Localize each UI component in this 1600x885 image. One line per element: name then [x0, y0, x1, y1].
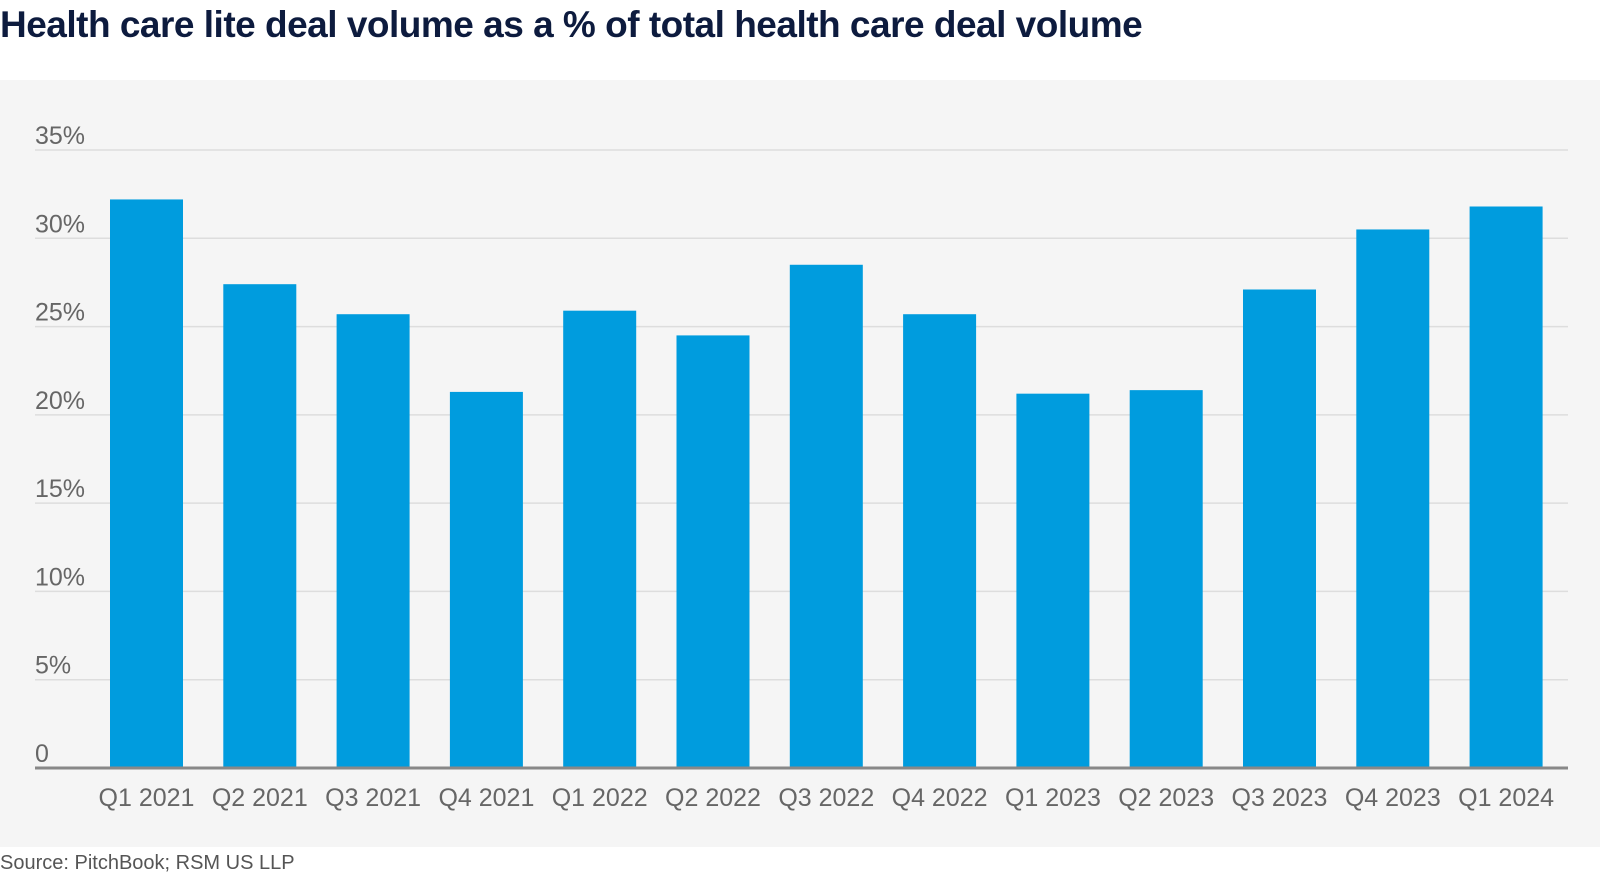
x-tick-label: Q3 2022 [778, 784, 874, 812]
y-tick-label: 20% [35, 387, 85, 415]
x-tick-label: Q4 2021 [438, 784, 534, 812]
x-tick-label: Q4 2022 [892, 784, 988, 812]
source-note: Source: PitchBook; RSM US LLP [0, 852, 295, 874]
bar-q2-2021 [223, 284, 297, 768]
chart-title: Health care lite deal volume as a % of t… [0, 4, 1143, 45]
bar-q1-2021 [110, 199, 183, 768]
x-tick-label: Q4 2023 [1345, 784, 1441, 812]
x-tick-label: Q3 2023 [1232, 784, 1328, 812]
x-tick-label: Q2 2023 [1118, 784, 1214, 812]
bar-q4-2022 [903, 314, 977, 768]
bar-chart: 0 5% 10% 15% 20% 25% 30% 35% Q1 2021 Q2 2021 Q3 20… [0, 80, 1600, 847]
x-tick-label: Q1 2021 [99, 784, 195, 812]
x-tick-label: Q1 2023 [1005, 784, 1101, 812]
bar-q1-2022 [563, 310, 637, 768]
bar-q2-2023 [1129, 390, 1203, 768]
y-tick-label: 5% [35, 652, 71, 680]
bar-q1-2024 [1469, 206, 1543, 768]
bar-q1-2023 [1016, 393, 1090, 768]
bar-q3-2023 [1243, 289, 1316, 768]
bar-q4-2021 [449, 391, 523, 768]
bar-q4-2023 [1356, 229, 1430, 768]
bar-q3-2021 [336, 314, 410, 768]
y-tick-label: 0 [35, 740, 49, 768]
x-tick-label: Q1 2022 [552, 784, 648, 812]
y-tick-label: 10% [35, 563, 85, 591]
x-tick-label: Q3 2021 [325, 784, 421, 812]
x-tick-label: Q2 2021 [212, 784, 308, 812]
y-tick-label: 35% [35, 122, 85, 150]
y-tick-label: 15% [35, 475, 85, 503]
bar-q2-2022 [676, 335, 750, 768]
y-tick-label: 25% [35, 299, 85, 327]
bar-q3-2022 [789, 264, 863, 768]
x-tick-label: Q1 2024 [1458, 784, 1554, 812]
y-tick-label: 30% [35, 210, 85, 238]
plot-area: 0 5% 10% 15% 20% 25% 30% 35% Q1 2021 Q2 2021 Q3 20… [0, 80, 1600, 847]
x-tick-label: Q2 2022 [665, 784, 761, 812]
